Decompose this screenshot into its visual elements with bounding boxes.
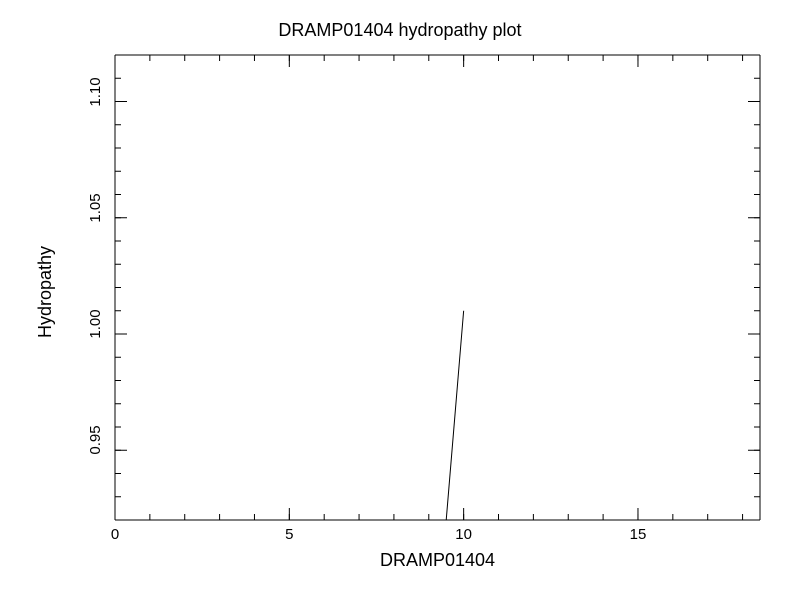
x-axis-label: DRAMP01404 — [115, 550, 760, 571]
chart-title: DRAMP01404 hydropathy plot — [0, 20, 800, 41]
chart-container: { "chart": { "type": "line", "title": "D… — [0, 0, 800, 600]
y-axis-label: Hydropathy — [35, 245, 56, 337]
y-tick-label: 1.05 — [87, 178, 104, 238]
x-tick-label: 0 — [95, 526, 135, 543]
y-tick-label: 1.10 — [87, 62, 104, 122]
y-tick-label: 1.00 — [87, 294, 104, 354]
chart-svg — [0, 0, 800, 600]
x-tick-label: 15 — [618, 526, 658, 543]
x-tick-label: 10 — [444, 526, 484, 543]
y-tick-label: 0.95 — [87, 410, 104, 470]
x-tick-label: 5 — [269, 526, 309, 543]
